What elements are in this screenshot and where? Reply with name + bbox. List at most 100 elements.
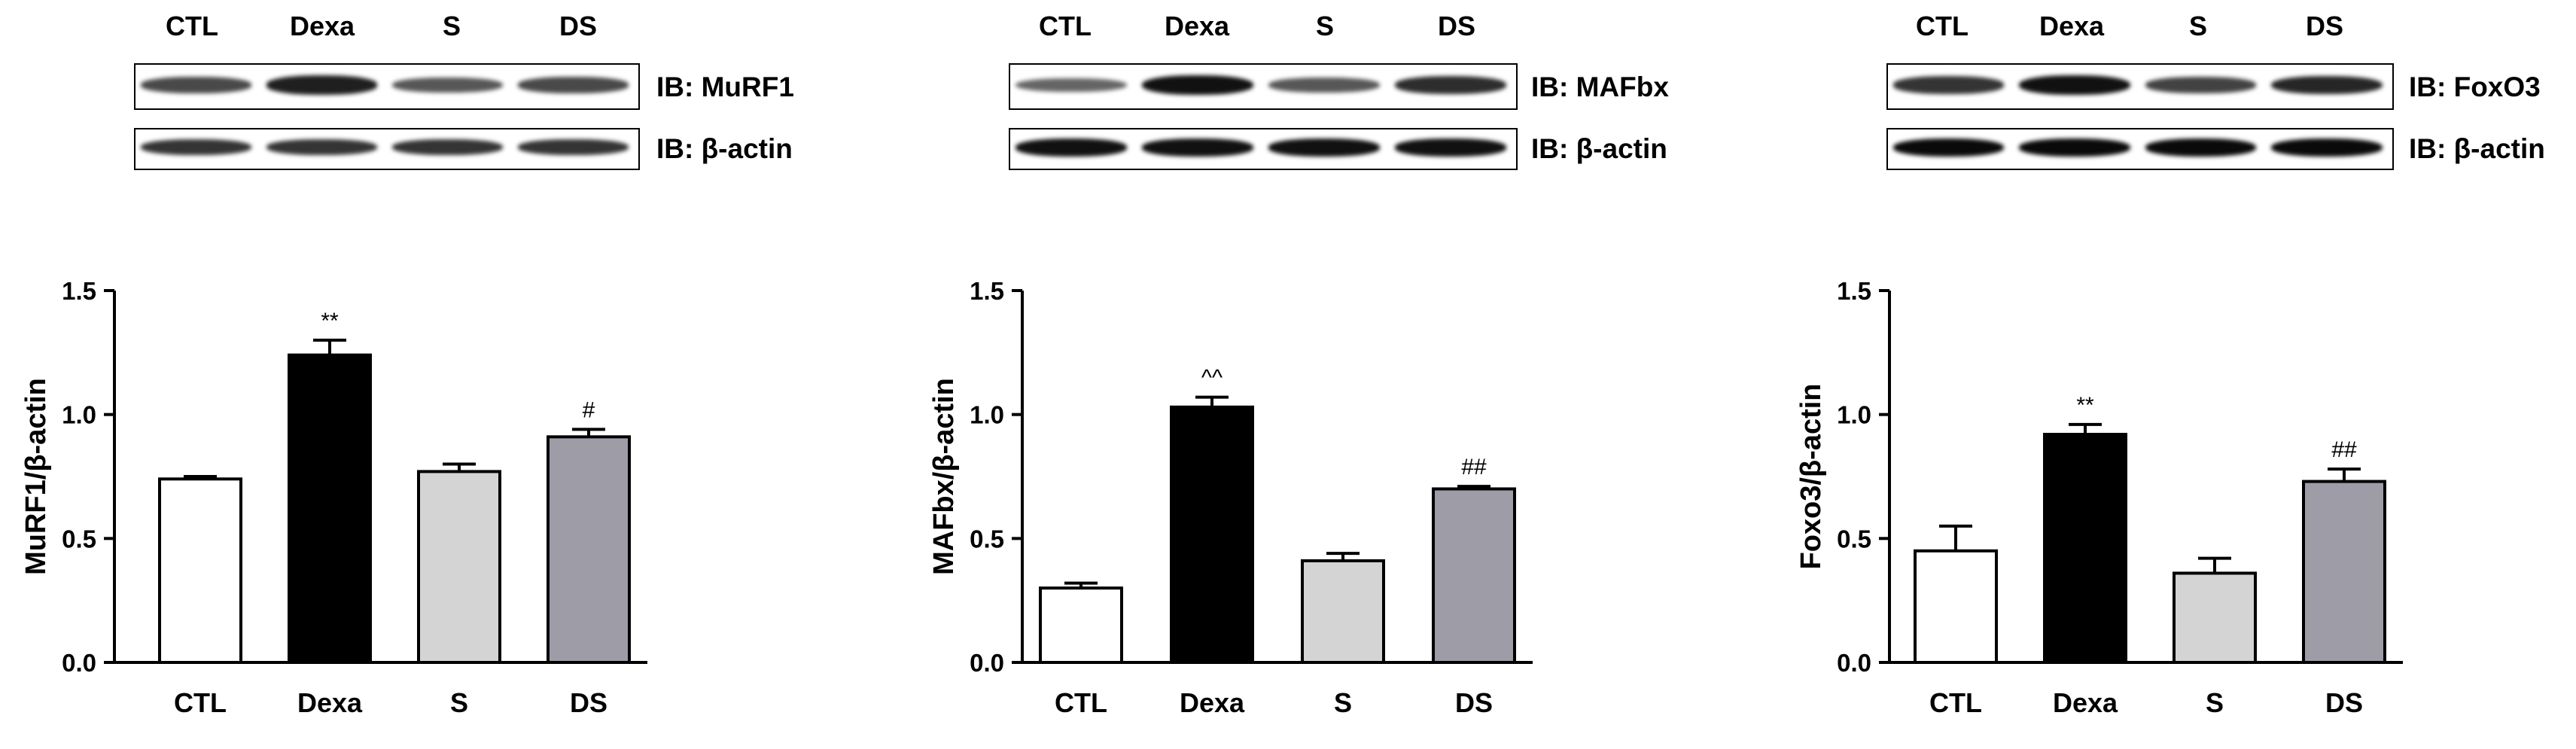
blot-band-loading-ds (1394, 139, 1506, 157)
y-tick-label: 1.0 (1837, 401, 1871, 429)
ib-label-loading: IB: β-actin (1531, 133, 1667, 164)
bar-chart-foxo3: 0.0 0.5 1.0 1.5 Foxo3/β-actin CTL ** Dexa S ## DS (1795, 277, 2403, 718)
ib-label-target: IB: MAFbx (1531, 72, 1669, 102)
panel-foxo3: CTL Dexa S DS IB: FoxO3 IB: β-actin 0.0 0… (1746, 0, 2574, 749)
y-axis-label: MuRF1/β-actin (20, 378, 52, 575)
blot-band-target-s (2145, 76, 2257, 94)
x-tick-label: CTL (174, 687, 227, 718)
bar-ctl (158, 477, 242, 664)
blot-band-loading-ds (517, 139, 629, 156)
ib-label-loading: IB: β-actin (2409, 133, 2545, 164)
significance-label: ^^ (1201, 366, 1223, 391)
blot-band-loading-ctl (140, 139, 251, 156)
y-tick-label: 0.0 (1837, 649, 1871, 677)
significance-label: ** (321, 309, 339, 333)
western-blot-mafbx: CTL Dexa S DS IB: MAFbx IB: β-actin (873, 0, 1669, 181)
x-tick-label: CTL (1055, 687, 1107, 718)
y-tick-label: 1.5 (970, 277, 1004, 305)
lane-label-dexa: Dexa (2039, 11, 2105, 41)
x-tick-label: Dexa (1180, 687, 1245, 718)
lane-label-ds: DS (559, 11, 598, 41)
x-tick-label: Dexa (297, 687, 363, 718)
blot-strip-target (1886, 63, 2394, 110)
y-tick-label: 0.0 (970, 649, 1004, 677)
lane-label-ctl: CTL (1039, 11, 1092, 41)
lane-label-ctl: CTL (1916, 11, 1969, 41)
x-tick-label: Dexa (2053, 687, 2118, 718)
significance-label: ** (2076, 393, 2094, 418)
blot-band-loading-s (2145, 138, 2257, 157)
x-tick-label: S (1334, 687, 1352, 718)
lane-label-s: S (1315, 11, 1335, 41)
blot-band-target-ctl (1892, 76, 2005, 94)
blot-band-loading-ctl (1892, 138, 2005, 157)
x-tick-label: CTL (1929, 687, 1982, 718)
bar-s (2173, 571, 2257, 664)
blot-band-target-s (1268, 77, 1380, 93)
y-tick-label: 0.5 (970, 525, 1004, 553)
bar-dexa (288, 353, 372, 664)
y-tick-label: 0.5 (62, 525, 96, 553)
bar-ctl (1914, 549, 1998, 664)
x-tick-label: DS (1455, 687, 1493, 718)
blot-band-loading-dexa (2019, 138, 2130, 157)
bar-ds (2302, 480, 2386, 664)
panel-mafbx: CTL Dexa S DS IB: MAFbx IB: β-actin 0.0 0… (873, 0, 1731, 749)
significance-label: ## (1461, 455, 1487, 480)
blot-band-loading-s (391, 139, 503, 156)
bar-s (417, 470, 501, 664)
bar-chart-mafbx: 0.0 0.5 1.0 1.5 MAFbx/β-actin CTL ^^ Dexa S ## DS (928, 277, 1533, 718)
bar-ctl (1039, 586, 1123, 665)
blot-band-target-dexa (266, 75, 377, 95)
blot-strip-loading (134, 128, 640, 170)
lane-label-ds: DS (2305, 11, 2344, 41)
blot-band-loading-s (1268, 139, 1380, 157)
bar-ds (1432, 487, 1516, 665)
blot-band-target-ds (1394, 75, 1506, 95)
blot-band-target-ds (517, 77, 629, 93)
blot-band-loading-dexa (266, 139, 377, 156)
y-tick-label: 1.0 (970, 401, 1004, 429)
blot-band-target-dexa (1141, 75, 1253, 96)
ib-label-loading: IB: β-actin (656, 133, 793, 164)
significance-label: ## (2331, 437, 2357, 462)
bar-dexa (1170, 405, 1254, 665)
y-tick-label: 0.5 (1837, 525, 1871, 553)
blot-strip-target (1009, 63, 1518, 110)
x-tick-label: S (2206, 687, 2224, 718)
bar-dexa (2043, 433, 2127, 664)
y-tick-label: 0.0 (62, 649, 96, 677)
blot-band-loading-ctl (1015, 139, 1127, 157)
ib-label-target: IB: MuRF1 (656, 72, 794, 102)
blot-band-loading-dexa (1141, 139, 1253, 157)
blot-band-target-ctl (140, 77, 251, 93)
blot-band-target-dexa (2019, 75, 2130, 96)
blot-band-loading-ds (2271, 138, 2383, 157)
y-tick-label: 1.5 (62, 277, 96, 305)
blot-band-target-s (391, 77, 503, 93)
x-tick-label: DS (570, 687, 607, 718)
y-tick-label: 1.5 (1837, 277, 1871, 305)
lane-label-dexa: Dexa (289, 11, 355, 41)
panel-murf1: CTL Dexa S DS IB: MuRF1 IB: β-actin 0.0 0… (0, 0, 858, 749)
lane-label-dexa: Dexa (1164, 11, 1230, 41)
blot-strip-loading (1886, 128, 2394, 170)
blot-strip-target (134, 63, 640, 110)
blot-band-target-ds (2271, 75, 2383, 95)
x-tick-label: S (450, 687, 468, 718)
blot-band-target-ctl (1015, 78, 1127, 93)
western-blot-foxo3: CTL Dexa S DS IB: FoxO3 IB: β-actin (1746, 0, 2545, 181)
lane-label-ds: DS (1437, 11, 1476, 41)
x-tick-label: DS (2325, 687, 2363, 718)
significance-label: # (583, 397, 595, 422)
ib-label-target: IB: FoxO3 (2409, 72, 2541, 102)
lane-label-ctl: CTL (166, 11, 218, 41)
lane-label-s: S (2188, 11, 2208, 41)
western-blot-murf1: CTL Dexa S DS IB: MuRF1 IB: β-actin (0, 0, 794, 181)
bar-s (1301, 559, 1385, 664)
y-tick-label: 1.0 (62, 401, 96, 429)
bar-ds (547, 435, 631, 664)
bar-chart-murf1: 0.0 0.5 1.0 1.5 MuRF1/β-actin CTL ** Dexa S # DS (20, 277, 647, 718)
lane-label-s: S (442, 11, 461, 41)
